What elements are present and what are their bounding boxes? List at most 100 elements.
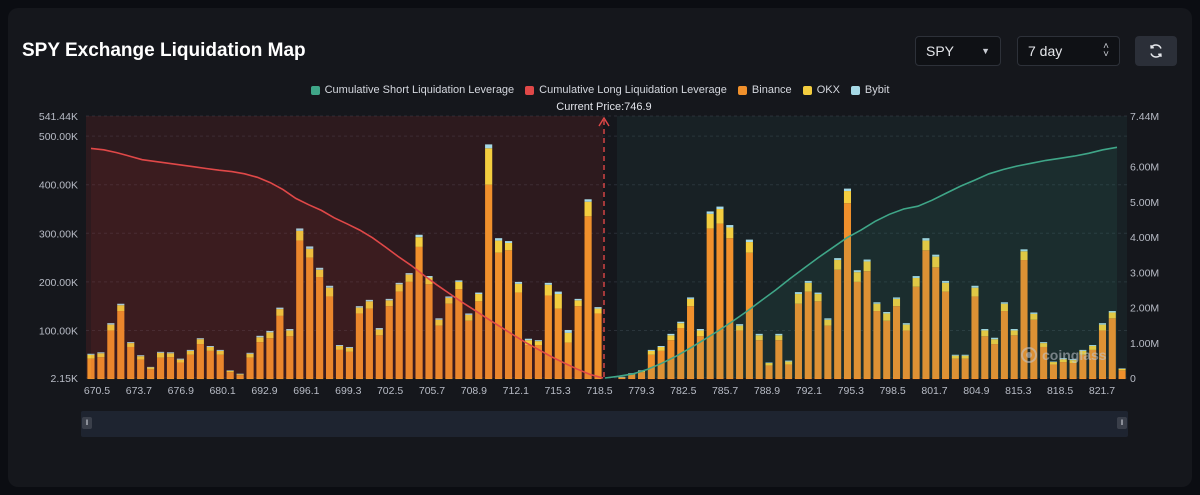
bar-binance <box>736 330 744 380</box>
legend-item[interactable]: Cumulative Short Liquidation Leverage <box>310 84 515 96</box>
bar-okx <box>435 319 443 326</box>
x-tick-label: 801.7 <box>921 385 947 397</box>
bar-bybit <box>794 292 802 295</box>
bar-bybit <box>1030 312 1038 314</box>
bar-bybit <box>892 297 901 299</box>
bar-okx <box>971 287 979 297</box>
bar-bybit <box>226 370 234 371</box>
range-scroller[interactable] <box>81 411 1128 437</box>
bar-okx <box>256 337 264 343</box>
legend-item[interactable]: OKX <box>802 84 840 96</box>
bar-binance <box>574 306 582 380</box>
bar-bybit <box>425 276 433 278</box>
legend-item[interactable]: Binance <box>737 84 792 96</box>
bar-binance <box>942 291 950 380</box>
short-area-fill <box>605 147 1117 378</box>
bar-bybit <box>1118 368 1126 369</box>
chevron-down-icon: ▼ <box>981 46 990 56</box>
bar-okx <box>785 361 793 365</box>
bar-binance <box>794 303 802 380</box>
page-title: SPY Exchange Liquidation Map <box>22 40 306 61</box>
bar-okx <box>196 339 204 345</box>
bar-bybit <box>912 276 920 278</box>
bar-binance <box>628 374 636 380</box>
bar-okx <box>524 340 533 346</box>
bar-okx <box>584 201 592 217</box>
legend-label: Cumulative Short Liquidation Leverage <box>324 84 515 96</box>
refresh-button[interactable] <box>1135 36 1177 66</box>
legend-label: Binance <box>751 84 792 96</box>
bar-bybit <box>873 302 881 304</box>
x-tick-label: 798.5 <box>879 385 905 397</box>
y-right-tick-label: 4.00M <box>1130 232 1159 244</box>
x-tick-label: 815.3 <box>1005 385 1031 397</box>
bar-bybit <box>326 285 334 288</box>
bar-okx <box>107 324 115 331</box>
bar-binance <box>117 311 125 380</box>
bar-bybit <box>1040 342 1048 344</box>
y-right-tick-label: 6.00M <box>1130 162 1159 174</box>
bar-bybit <box>465 313 473 315</box>
bar-binance <box>256 342 264 380</box>
bar-bybit <box>1079 349 1087 351</box>
bar-binance <box>785 364 793 380</box>
bar-okx <box>127 343 135 347</box>
bar-bybit <box>355 306 363 308</box>
bar-bybit <box>216 349 224 351</box>
bar-binance <box>618 377 626 380</box>
bar-binance <box>863 271 871 380</box>
bar-okx <box>137 356 145 360</box>
y-right-tick-label: 2.00M <box>1130 303 1159 315</box>
bar-binance <box>584 216 592 380</box>
symbol-select[interactable]: SPY ▼ <box>915 36 1001 66</box>
bar-okx <box>1089 346 1097 350</box>
bar-okx <box>87 354 95 359</box>
x-tick-label: 788.9 <box>754 385 780 397</box>
period-select[interactable]: 7 day ˄ ˅ <box>1017 36 1120 66</box>
bar-binance <box>276 315 284 380</box>
bar-okx <box>316 269 324 278</box>
bar-okx <box>696 330 704 337</box>
bar-okx <box>355 307 363 314</box>
bar-okx <box>745 242 753 253</box>
y-right-tick-label: 3.00M <box>1130 267 1159 279</box>
bar-bybit <box>365 299 373 302</box>
bar-binance <box>745 252 753 380</box>
range-handle-left[interactable]: ‖ <box>82 417 92 429</box>
coinglass-logo-icon <box>1021 347 1037 363</box>
bar-bybit <box>785 360 793 362</box>
bar-binance <box>814 301 822 380</box>
bar-binance <box>137 359 145 380</box>
bar-okx <box>1118 368 1126 371</box>
bar-okx <box>455 281 463 290</box>
bar-okx <box>97 353 105 358</box>
bar-okx <box>405 274 413 282</box>
cumulative-long-line <box>90 147 604 379</box>
bar-okx <box>117 305 125 312</box>
bar-bybit <box>296 228 304 231</box>
legend-item[interactable]: Bybit <box>850 84 889 96</box>
bar-okx <box>385 300 393 307</box>
bar-okx <box>647 350 655 355</box>
bar-bybit <box>166 352 175 354</box>
bar-binance <box>873 311 881 380</box>
bar-bybit <box>554 291 562 295</box>
bar-bybit <box>981 329 989 331</box>
y-left-tick-label: 200.00K <box>39 277 78 289</box>
bar-okx <box>1059 359 1067 363</box>
range-handle-right[interactable]: ‖ <box>1117 417 1127 429</box>
legend-swatch <box>525 85 535 95</box>
bar-binance <box>445 303 453 380</box>
legend-item[interactable]: Cumulative Long Liquidation Leverage <box>525 84 727 96</box>
bar-okx <box>1098 324 1107 331</box>
bar-binance <box>475 301 483 380</box>
bar-okx <box>475 294 483 302</box>
bar-bybit <box>236 373 244 375</box>
bar-bybit <box>485 144 493 149</box>
legend-swatch <box>310 85 320 95</box>
bar-bybit <box>804 280 812 283</box>
bar-okx <box>246 353 254 358</box>
symbol-select-value: SPY <box>926 43 955 59</box>
bar-bybit <box>1000 302 1008 304</box>
